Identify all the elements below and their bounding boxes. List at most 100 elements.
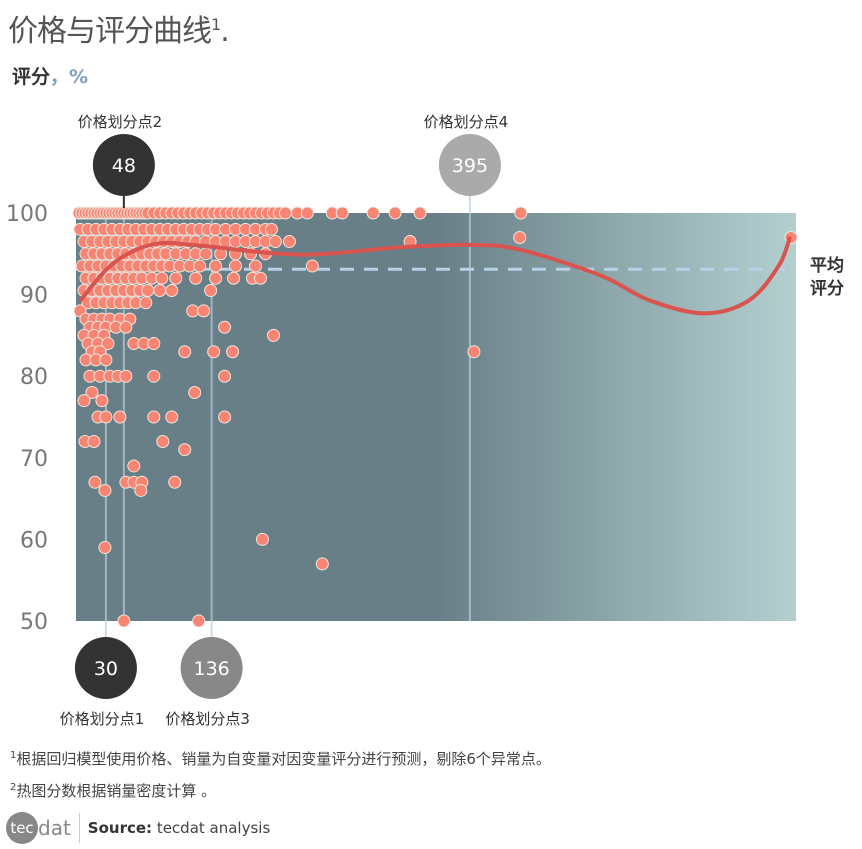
data-point	[178, 443, 192, 457]
breakpoint-bubble	[180, 637, 243, 699]
average-label-line1: 平均	[810, 255, 844, 276]
data-point	[186, 304, 200, 318]
breakpoint-label: 价格划分点2	[78, 113, 163, 131]
data-point	[98, 483, 112, 497]
y-axis-title: 评分，%	[12, 62, 88, 89]
tecdat-logo: tec dat	[6, 812, 71, 844]
data-point	[264, 222, 278, 236]
breakpoint-bubble	[74, 637, 137, 699]
data-point	[147, 337, 161, 351]
average-label-line2: 评分	[810, 279, 844, 299]
data-point	[178, 345, 192, 359]
data-point	[388, 206, 402, 220]
source-text: Source: tecdat analysis	[88, 819, 270, 837]
heatmap-background	[76, 213, 796, 621]
data-point	[513, 230, 527, 244]
data-point	[218, 369, 232, 383]
data-point	[229, 259, 243, 273]
data-point	[87, 434, 101, 448]
data-point	[165, 410, 179, 424]
fit-curve	[78, 235, 792, 316]
logo-dat: dat	[38, 816, 71, 840]
breakpoint-value: 48	[112, 155, 136, 177]
data-point	[77, 394, 91, 408]
data-point	[119, 320, 133, 334]
data-point	[315, 557, 329, 571]
breakpoint-label: 价格划分点1	[60, 710, 145, 728]
data-point	[95, 394, 109, 408]
footer-divider	[78, 813, 80, 843]
y-tick-label: 50	[20, 610, 48, 635]
footnote-1-text: 根据回归模型使用价格、销量为自变量对因变量评分进行预测，剔除6个异常点。	[16, 750, 551, 768]
data-point	[99, 410, 113, 424]
data-point	[227, 271, 241, 285]
data-point	[147, 369, 161, 383]
data-point	[189, 271, 203, 285]
y-tick-label: 90	[20, 284, 48, 309]
data-point	[300, 206, 314, 220]
scatter-chart: 100 90 80 70 60 50 30 价格划分点1 48 价格划分点2 136 价格划分点3 3…	[6, 113, 844, 728]
breakpoint-value: 136	[193, 658, 229, 680]
breakpoint-value: 30	[94, 658, 118, 680]
data-point	[207, 345, 221, 359]
data-point	[218, 410, 232, 424]
source-label: Source:	[87, 819, 153, 837]
breakpoint-value: 395	[452, 155, 488, 177]
breakpoint-label: 价格划分点4	[424, 113, 509, 131]
y-tick-label: 60	[20, 528, 48, 553]
title-text: 价格与评分曲线	[8, 14, 212, 49]
chart-title: 价格与评分曲线1.	[8, 6, 230, 50]
data-point	[366, 206, 380, 220]
data-point	[134, 483, 148, 497]
title-period: .	[220, 14, 229, 49]
footnote-1: 1根据回归模型使用价格、销量为自变量对因变量评分进行预测，剔除6个异常点。	[10, 748, 551, 769]
data-point	[119, 369, 133, 383]
footnote-2: 2热图分数根据销量密度计算 。	[10, 780, 216, 801]
data-point	[141, 284, 155, 298]
data-point	[98, 541, 112, 555]
data-point	[101, 337, 115, 351]
data-point	[249, 259, 263, 273]
data-point	[226, 345, 240, 359]
data-point	[305, 259, 319, 273]
data-point	[204, 284, 218, 298]
data-point	[165, 284, 179, 298]
data-point	[278, 206, 292, 220]
data-point	[467, 345, 481, 359]
data-point	[99, 353, 113, 367]
data-point	[209, 259, 223, 273]
data-point	[218, 320, 232, 334]
data-point	[268, 235, 282, 249]
data-point	[156, 434, 170, 448]
data-point	[192, 614, 206, 628]
source-value: tecdat analysis	[152, 819, 271, 837]
footer: tec dat Source: tecdat analysis	[6, 812, 270, 844]
data-point	[155, 271, 169, 285]
subtitle-text: 评分	[12, 66, 51, 88]
footnote-2-mark: 2	[10, 782, 17, 793]
data-point	[253, 271, 267, 285]
footnote-2-text: 热图分数根据销量密度计算 。	[16, 782, 217, 800]
breakpoint-label: 价格划分点3	[165, 710, 250, 728]
breakpoint-bubble	[92, 134, 155, 196]
y-tick-label: 80	[20, 365, 48, 390]
data-point	[209, 271, 223, 285]
data-point	[197, 304, 211, 318]
data-point	[168, 475, 182, 489]
data-point	[113, 410, 127, 424]
data-point	[413, 206, 427, 220]
data-point	[514, 206, 528, 220]
data-point	[153, 284, 167, 298]
subtitle-unit: ，%	[50, 66, 89, 88]
data-point	[127, 459, 141, 473]
data-point	[139, 296, 153, 310]
y-tick-label: 70	[20, 447, 48, 472]
data-point	[255, 532, 269, 546]
data-point	[266, 328, 280, 342]
data-point	[193, 259, 207, 273]
logo-tec: tec	[6, 812, 38, 844]
data-point	[147, 410, 161, 424]
data-point	[199, 247, 213, 261]
data-point	[188, 386, 202, 400]
